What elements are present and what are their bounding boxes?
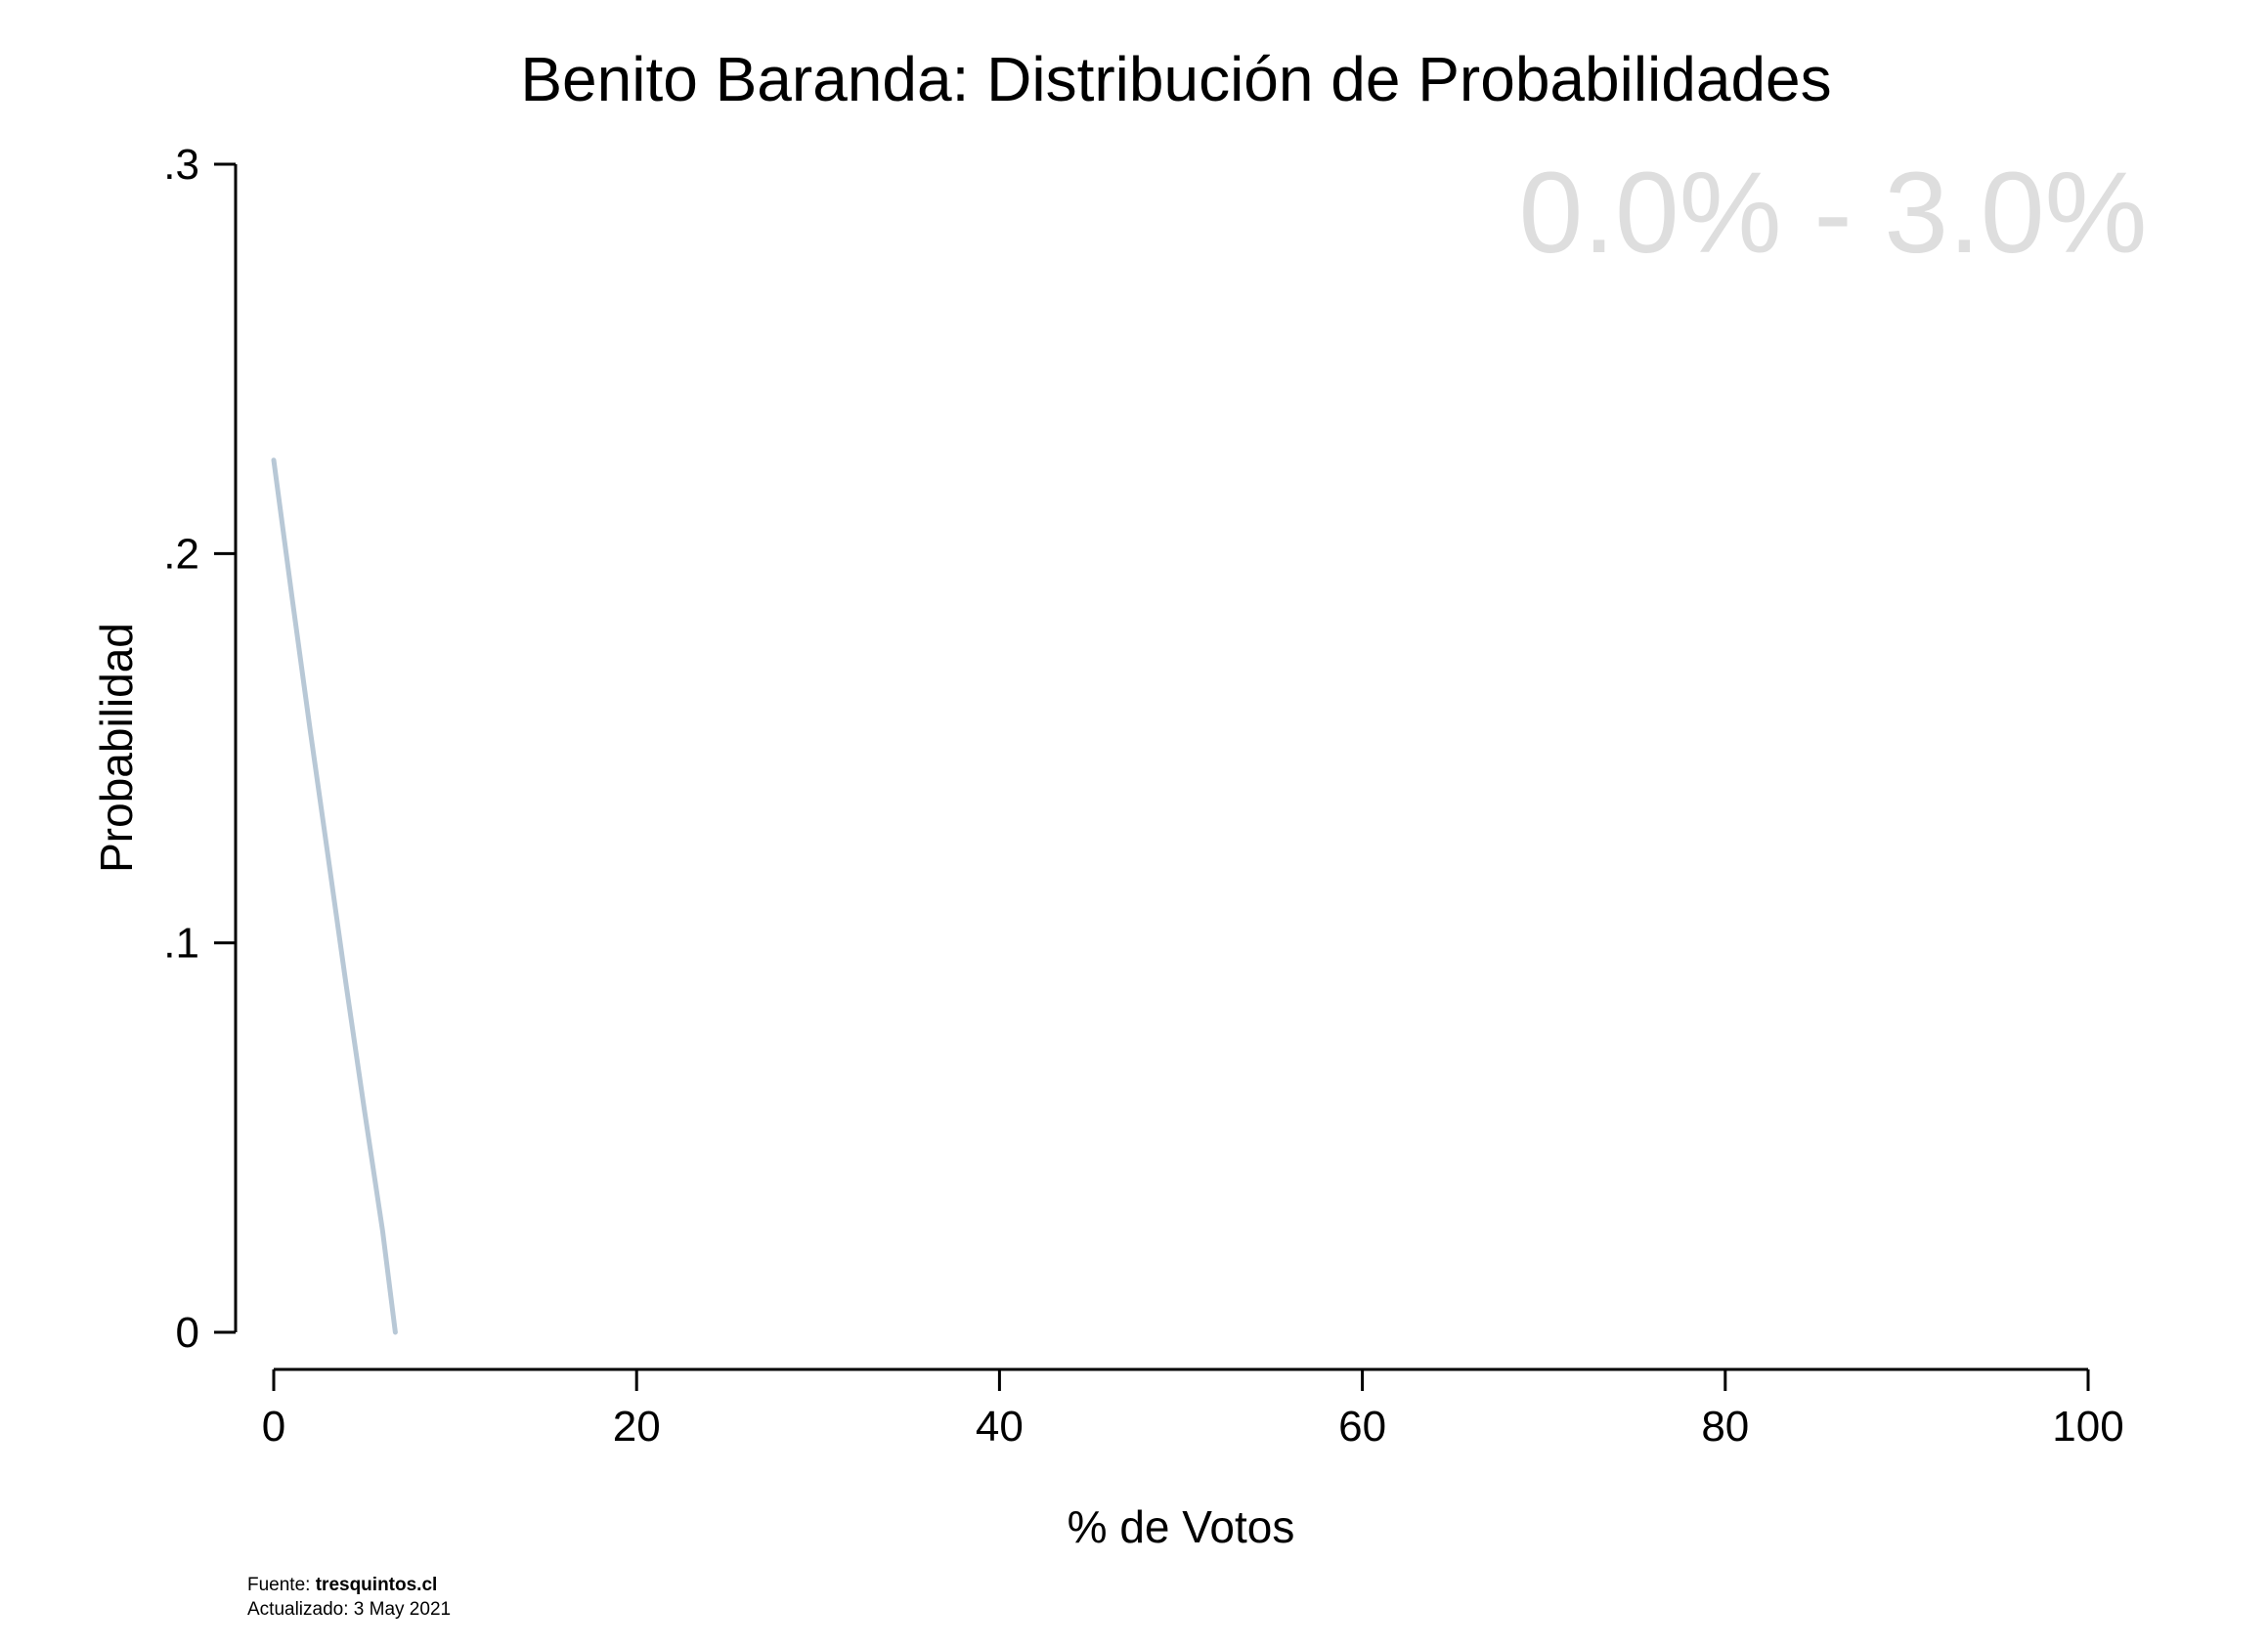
x-tick-label: 40 bbox=[976, 1403, 1024, 1451]
x-tick-label: 80 bbox=[1701, 1403, 1749, 1451]
y-axis-ticks: 0 .1 .2 .3 bbox=[163, 141, 236, 1357]
footer-updated: Actualizado: 3 May 2021 bbox=[247, 1599, 451, 1620]
chart-title: Benito Baranda: Distribución de Probabil… bbox=[520, 44, 1831, 114]
range-annotation: 0.0% - 3.0% bbox=[1519, 149, 2148, 278]
footer-source-value: tresquintos.cl bbox=[316, 1575, 438, 1595]
series-line bbox=[271, 457, 398, 1335]
x-tick-label: 0 bbox=[262, 1403, 285, 1451]
x-tick-label: 100 bbox=[2052, 1403, 2123, 1451]
footer-source: Fuente: tresquintos.cl bbox=[247, 1575, 437, 1595]
y-tick-label: .3 bbox=[163, 141, 199, 189]
y-tick-label: .1 bbox=[163, 920, 199, 968]
x-axis-ticks: 0 20 40 60 80 100 bbox=[262, 1369, 2124, 1451]
series-layer bbox=[271, 457, 398, 1335]
x-tick-label: 60 bbox=[1338, 1403, 1386, 1451]
x-axis-title: % de Votos bbox=[1068, 1501, 1295, 1552]
x-tick-label: 20 bbox=[613, 1403, 661, 1451]
y-tick-label: 0 bbox=[176, 1309, 199, 1357]
y-tick-label: .2 bbox=[163, 530, 199, 578]
y-axis-title: Probabilidad bbox=[91, 623, 142, 873]
footer-source-label: Fuente: bbox=[247, 1575, 316, 1595]
